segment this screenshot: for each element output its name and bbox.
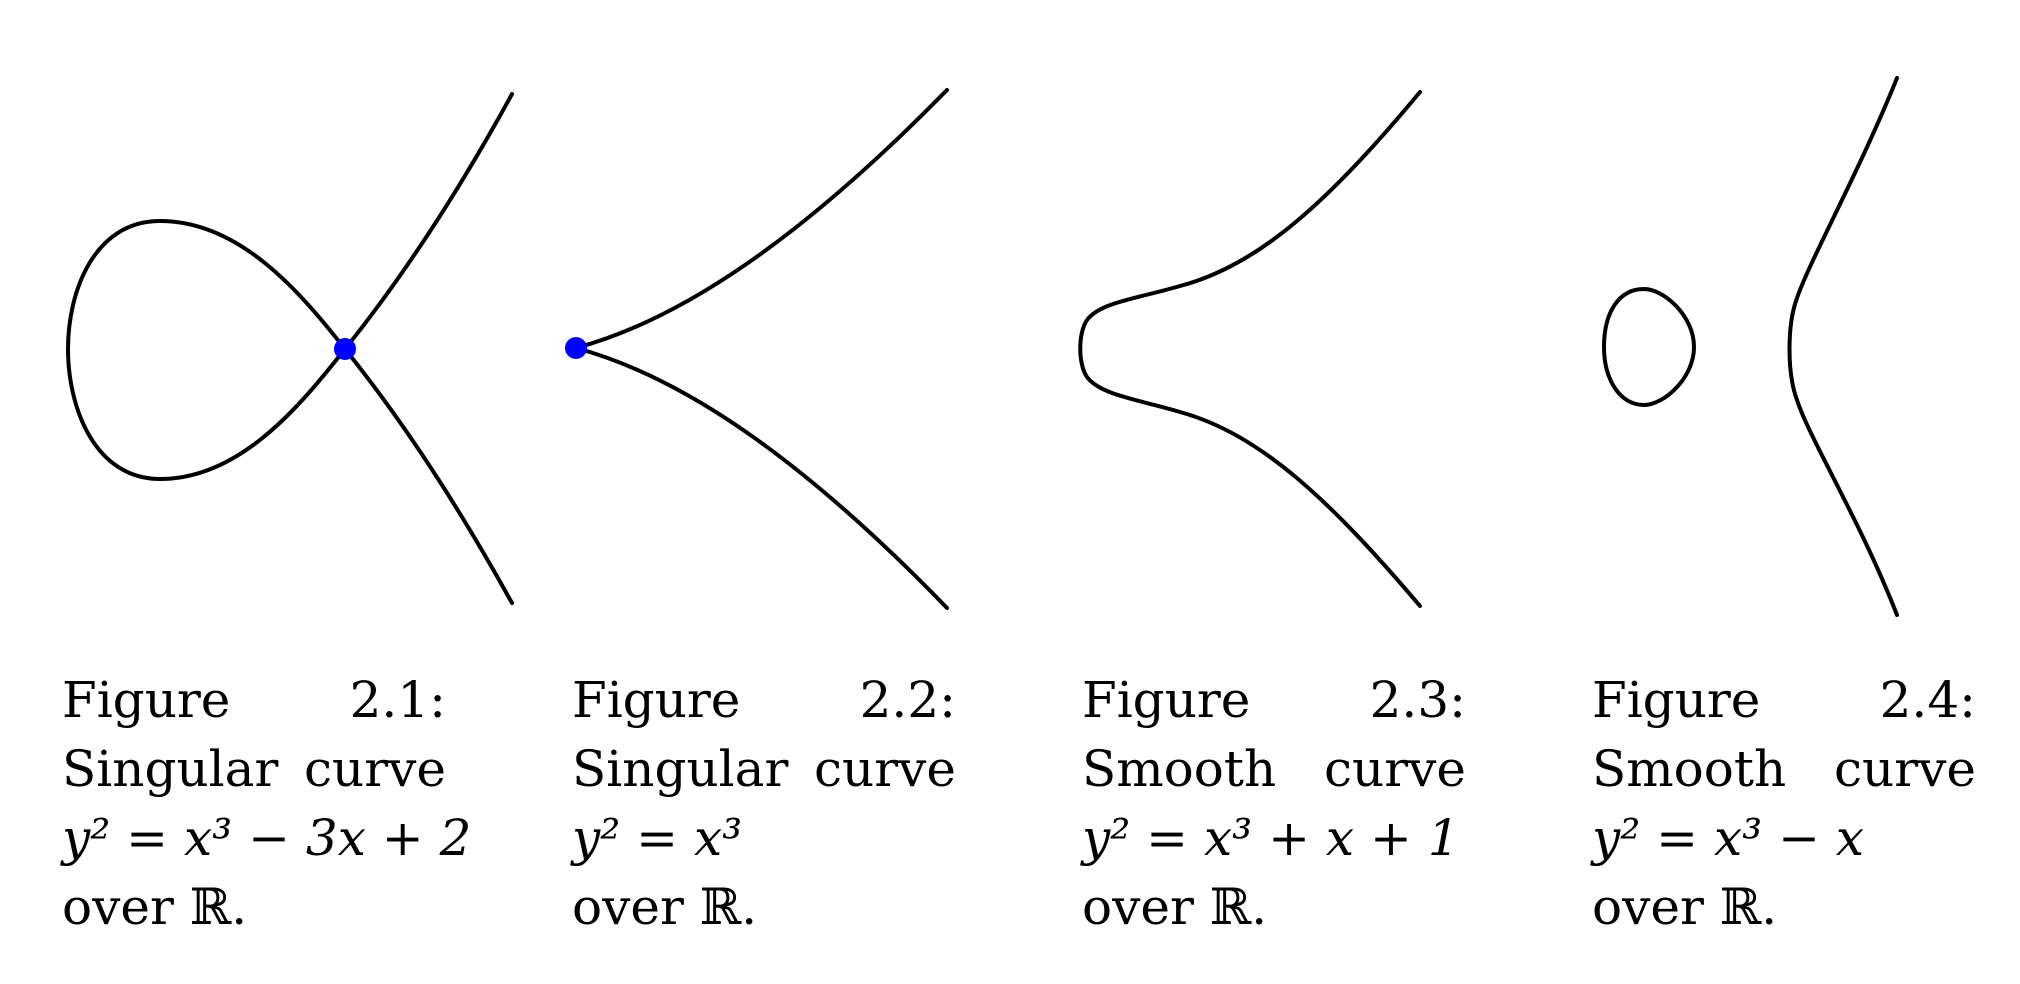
figure-2-2-singular-point: [565, 337, 587, 359]
figure-2-4-oval: [1602, 287, 1696, 407]
figure-2-3-caption-number: 2.3:: [1369, 671, 1466, 729]
figure-2-1-plot: [66, 92, 514, 605]
figure-2-4-caption-over: over ℝ.: [1592, 878, 1778, 936]
figure-2-1-caption: Figure 2.1: Singular curve y² = x³ − 3x …: [62, 666, 471, 942]
figure-2-3-caption-word: Figure: [1082, 671, 1251, 729]
figure-2-2-caption-over: over ℝ.: [572, 878, 758, 936]
figure-2-3-caption-over: over ℝ.: [1082, 878, 1268, 936]
figure-2-3-caption-desc-first: Smooth: [1082, 740, 1277, 798]
figure-2-4-plot: [1602, 76, 1899, 617]
figure-2-2-caption-desc-first: Singular: [572, 740, 789, 798]
figure-2-3-plot: [1078, 90, 1422, 608]
figure-2-3-caption: Figure 2.3: Smooth curve y² = x³ + x + 1…: [1082, 666, 1466, 942]
figure-2-2-caption-desc-second: curve: [814, 740, 956, 798]
figure-2-1-caption-over: over ℝ.: [62, 878, 248, 936]
figure-2-2-lower-branch: [574, 346, 949, 610]
figure-2-2-caption-word: Figure: [572, 671, 741, 729]
figure-2-2-caption-number: 2.2:: [859, 671, 956, 729]
figure-2-4-caption-number: 2.4:: [1879, 671, 1976, 729]
figure-2-1-caption-number: 2.1:: [349, 671, 446, 729]
figure-2-1-caption-desc-first: Singular: [62, 740, 279, 798]
figure-2-1-upper-branch: [343, 92, 514, 351]
figure-2-4-caption-word: Figure: [1592, 671, 1761, 729]
figure-2-1-loop: [66, 219, 347, 481]
figure-2-2-caption: Figure 2.2: Singular curve y² = x³ over …: [572, 666, 956, 942]
figure-2-1-lower-branch: [343, 347, 514, 605]
figure-2-1-caption-desc-second: curve: [304, 740, 446, 798]
figure-2-2-upper-branch: [574, 88, 949, 350]
figure-2-4-caption-desc-second: curve: [1834, 740, 1976, 798]
figure-2-2-plot: [565, 88, 949, 610]
figure-2-1-caption-word: Figure: [62, 671, 231, 729]
figure-2-2-caption-equation: y² = x³: [572, 809, 743, 867]
figure-2-4-caption-equation: y² = x³ − x: [1592, 809, 1865, 867]
figure-2-1-caption-equation: y² = x³ − 3x + 2: [62, 809, 472, 867]
figure-2-3-caption-desc-second: curve: [1324, 740, 1466, 798]
figure-2-4-unbounded-branch: [1787, 76, 1899, 617]
figure-2-3-curve: [1078, 90, 1422, 608]
figure-2-3-caption-equation: y² = x³ + x + 1: [1082, 809, 1460, 867]
figure-2-4-caption: Figure 2.4: Smooth curve y² = x³ − x ove…: [1592, 666, 1976, 942]
figure-2-4-caption-desc-first: Smooth: [1592, 740, 1787, 798]
figure-2-1-singular-point: [334, 338, 356, 360]
